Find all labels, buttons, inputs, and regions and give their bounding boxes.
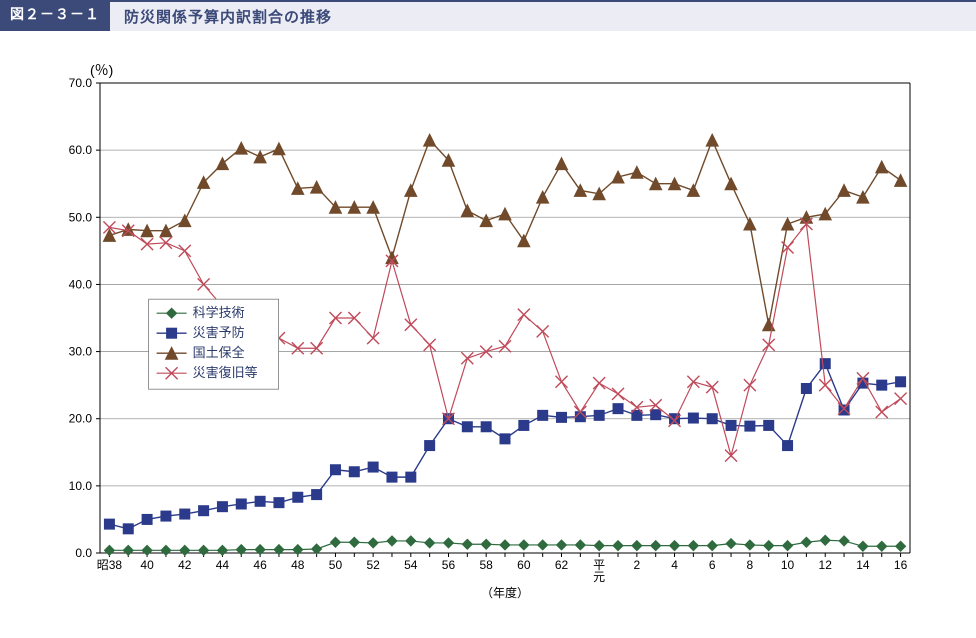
chart-legend: 科学技術災害予防国土保全災害復旧等 [149, 299, 279, 389]
svg-text:56: 56 [442, 558, 456, 572]
svg-text:8: 8 [747, 558, 754, 572]
svg-text:国土保全: 国土保全 [193, 345, 245, 360]
svg-text:科学技術: 科学技術 [193, 305, 245, 320]
svg-text:(％): (％) [90, 62, 113, 78]
svg-text:40: 40 [140, 558, 154, 572]
svg-text:40.0: 40.0 [69, 277, 93, 291]
svg-text:46: 46 [253, 558, 267, 572]
svg-text:10.0: 10.0 [69, 479, 93, 493]
svg-text:10: 10 [781, 558, 795, 572]
budget-ratio-line-chart: (％) 0.0 10.0 20.0 30.0 40.0 50.0 60.0 70.0 昭38 40 4… [40, 53, 940, 613]
svg-text:42: 42 [178, 558, 192, 572]
svg-text:元: 元 [593, 570, 605, 584]
svg-text:14: 14 [856, 558, 870, 572]
svg-text:50.0: 50.0 [69, 210, 93, 224]
svg-text:48: 48 [291, 558, 305, 572]
svg-text:20.0: 20.0 [69, 412, 93, 426]
figure-title: 防災関係予算内訳割合の推移 [110, 0, 976, 31]
svg-text:62: 62 [555, 558, 569, 572]
svg-text:60.0: 60.0 [69, 143, 93, 157]
svg-text:災害予防: 災害予防 [193, 325, 245, 340]
figure-number-tag: 図２－３－１ [0, 0, 110, 31]
svg-text:12: 12 [819, 558, 833, 572]
svg-text:（年度）: （年度） [481, 585, 529, 600]
svg-text:16: 16 [894, 558, 908, 572]
svg-text:70.0: 70.0 [69, 76, 93, 90]
svg-text:30.0: 30.0 [69, 345, 93, 359]
svg-text:0.0: 0.0 [75, 546, 92, 560]
svg-text:50: 50 [329, 558, 343, 572]
svg-text:昭38: 昭38 [97, 558, 123, 572]
svg-text:6: 6 [709, 558, 716, 572]
svg-text:2: 2 [634, 558, 641, 572]
svg-text:54: 54 [404, 558, 418, 572]
figure-header: 図２－３－１ 防災関係予算内訳割合の推移 [0, 0, 976, 31]
svg-text:災害復旧等: 災害復旧等 [193, 365, 258, 380]
svg-text:60: 60 [517, 558, 531, 572]
svg-text:44: 44 [216, 558, 230, 572]
svg-text:52: 52 [366, 558, 380, 572]
svg-text:4: 4 [671, 558, 678, 572]
svg-text:58: 58 [479, 558, 493, 572]
chart-container: (％) 0.0 10.0 20.0 30.0 40.0 50.0 60.0 70.0 昭38 40 4… [0, 43, 976, 638]
